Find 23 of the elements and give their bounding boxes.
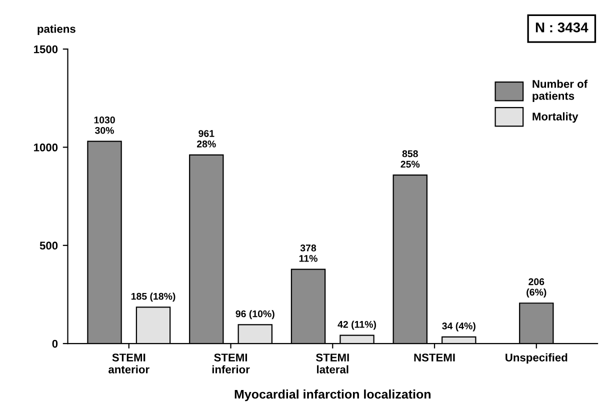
- x-tick-label: STEMI inferior: [212, 354, 250, 374]
- data-label: 961 28%: [196, 130, 216, 148]
- data-label: 34 (4%): [442, 322, 476, 332]
- x-tick-label: NSTEMI: [414, 354, 455, 362]
- data-label: 858 25%: [400, 150, 420, 168]
- text: N : 3434: [536, 22, 588, 32]
- data-label: 96 (10%): [236, 310, 274, 320]
- data-label: 1030 30%: [94, 116, 115, 134]
- y-tick-label: 500: [40, 242, 58, 250]
- y-tick-label: 0: [52, 340, 58, 348]
- x-tick-label: Unspecified: [506, 353, 568, 364]
- x-tick-label: STEMI anterior: [108, 354, 150, 374]
- data-label: 378 11%: [299, 244, 318, 262]
- data-label: 206 (6%): [526, 278, 546, 298]
- data-label: 42 (11%): [338, 320, 376, 330]
- y-axis-title: patiens: [38, 24, 76, 36]
- data-label: 185 (18%): [131, 292, 176, 302]
- x-tick-label: STEMI lateral: [316, 354, 349, 374]
- legend-label: Number of patients: [532, 80, 588, 102]
- y-tick-label: 1000: [34, 144, 58, 152]
- y-tick-label: 1500: [34, 45, 58, 54]
- x-axis-title: Myocardial infarction localization: [234, 389, 431, 402]
- legend-label: Mortality: [532, 112, 578, 123]
